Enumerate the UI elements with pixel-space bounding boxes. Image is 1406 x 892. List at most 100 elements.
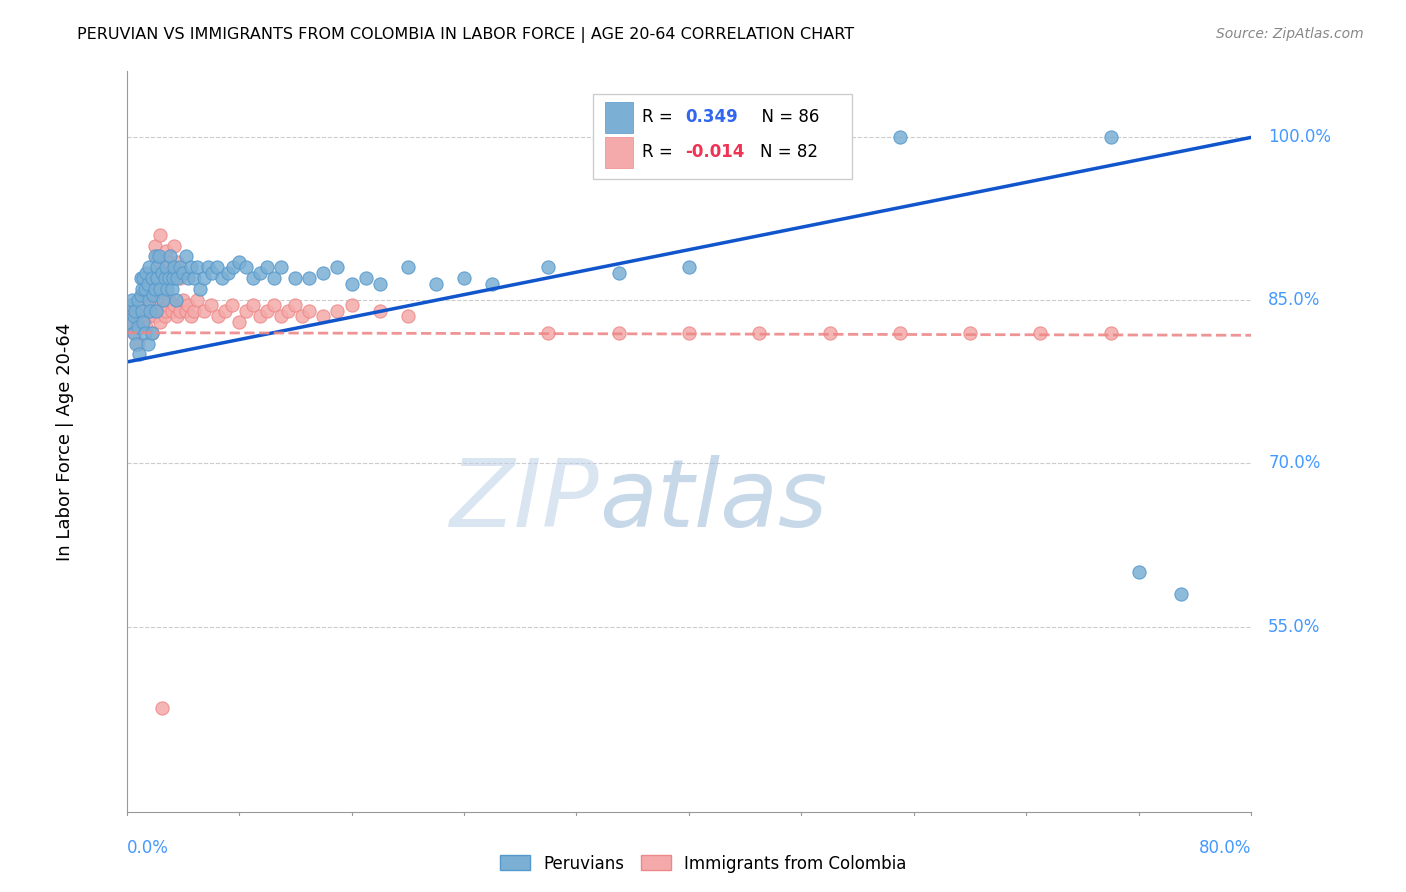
Point	[298, 304, 321, 318]
Point	[146, 271, 169, 285]
Point	[174, 304, 197, 318]
Point	[143, 238, 166, 252]
Point	[607, 326, 630, 340]
Point	[368, 304, 391, 318]
Point	[396, 310, 419, 324]
Point	[128, 347, 150, 361]
Point	[169, 271, 191, 285]
Point	[136, 310, 159, 324]
Point	[153, 310, 176, 324]
Point	[129, 287, 152, 301]
Point	[141, 326, 163, 340]
Point	[183, 271, 205, 285]
Point	[157, 293, 180, 307]
Point	[159, 250, 181, 264]
Point	[122, 326, 145, 340]
Text: N = 82: N = 82	[759, 143, 818, 161]
Point	[136, 277, 159, 291]
Point	[132, 315, 155, 329]
Point	[228, 315, 250, 329]
Point	[256, 304, 278, 318]
Text: 55.0%: 55.0%	[1268, 617, 1320, 636]
Point	[354, 271, 377, 285]
Point	[134, 287, 156, 301]
Legend: Peruvians, Immigrants from Colombia: Peruvians, Immigrants from Colombia	[494, 848, 912, 880]
Point	[256, 260, 278, 275]
Point	[607, 266, 630, 280]
Point	[141, 271, 163, 285]
Point	[156, 298, 179, 312]
Point	[200, 298, 222, 312]
Point	[138, 293, 160, 307]
Point	[125, 336, 148, 351]
Point	[193, 271, 215, 285]
Point	[235, 304, 257, 318]
Point	[121, 304, 143, 318]
Point	[152, 293, 174, 307]
Point	[129, 271, 152, 285]
Text: 85.0%: 85.0%	[1268, 291, 1320, 309]
Point	[127, 293, 149, 307]
Point	[169, 304, 191, 318]
Text: PERUVIAN VS IMMIGRANTS FROM COLOMBIA IN LABOR FORCE | AGE 20-64 CORRELATION CHAR: PERUVIAN VS IMMIGRANTS FROM COLOMBIA IN …	[77, 27, 855, 43]
Point	[1099, 326, 1122, 340]
Point	[368, 277, 391, 291]
Point	[180, 310, 202, 324]
Text: In Labor Force | Age 20-64: In Labor Force | Age 20-64	[56, 322, 73, 561]
Point	[148, 298, 170, 312]
Point	[142, 287, 165, 301]
Point	[148, 250, 170, 264]
Point	[132, 271, 155, 285]
Point	[162, 271, 184, 285]
Point	[1099, 129, 1122, 144]
Point	[748, 326, 770, 340]
Point	[242, 298, 264, 312]
Point	[166, 271, 188, 285]
Point	[155, 304, 177, 318]
FancyBboxPatch shape	[605, 102, 633, 133]
Point	[197, 260, 219, 275]
Text: ZIP: ZIP	[450, 455, 599, 546]
Point	[249, 266, 271, 280]
Point	[146, 304, 169, 318]
Point	[150, 304, 173, 318]
Point	[193, 304, 215, 318]
Point	[127, 336, 149, 351]
Point	[160, 282, 183, 296]
Point	[160, 304, 183, 318]
Point	[537, 326, 560, 340]
Point	[180, 260, 202, 275]
Point	[139, 304, 162, 318]
Point	[157, 255, 180, 269]
Point	[143, 250, 166, 264]
Point	[284, 298, 307, 312]
Point	[131, 315, 153, 329]
FancyBboxPatch shape	[593, 94, 852, 178]
Point	[177, 271, 200, 285]
Point	[156, 282, 179, 296]
Point	[163, 260, 186, 275]
Point	[284, 271, 307, 285]
Point	[121, 293, 143, 307]
Point	[537, 260, 560, 275]
Point	[270, 260, 292, 275]
Point	[201, 266, 224, 280]
Point	[120, 298, 142, 312]
Point	[959, 326, 981, 340]
Point	[678, 326, 700, 340]
FancyBboxPatch shape	[605, 136, 633, 168]
Point	[150, 701, 173, 715]
Point	[235, 260, 257, 275]
Text: -0.014: -0.014	[686, 143, 745, 161]
Point	[425, 277, 447, 291]
Point	[889, 129, 911, 144]
Point	[1128, 565, 1150, 579]
Text: 100.0%: 100.0%	[1268, 128, 1331, 145]
Point	[166, 255, 188, 269]
Point	[124, 310, 146, 324]
Point	[818, 326, 841, 340]
Point	[146, 260, 169, 275]
Point	[163, 298, 186, 312]
Point	[122, 310, 145, 324]
Point	[186, 293, 208, 307]
